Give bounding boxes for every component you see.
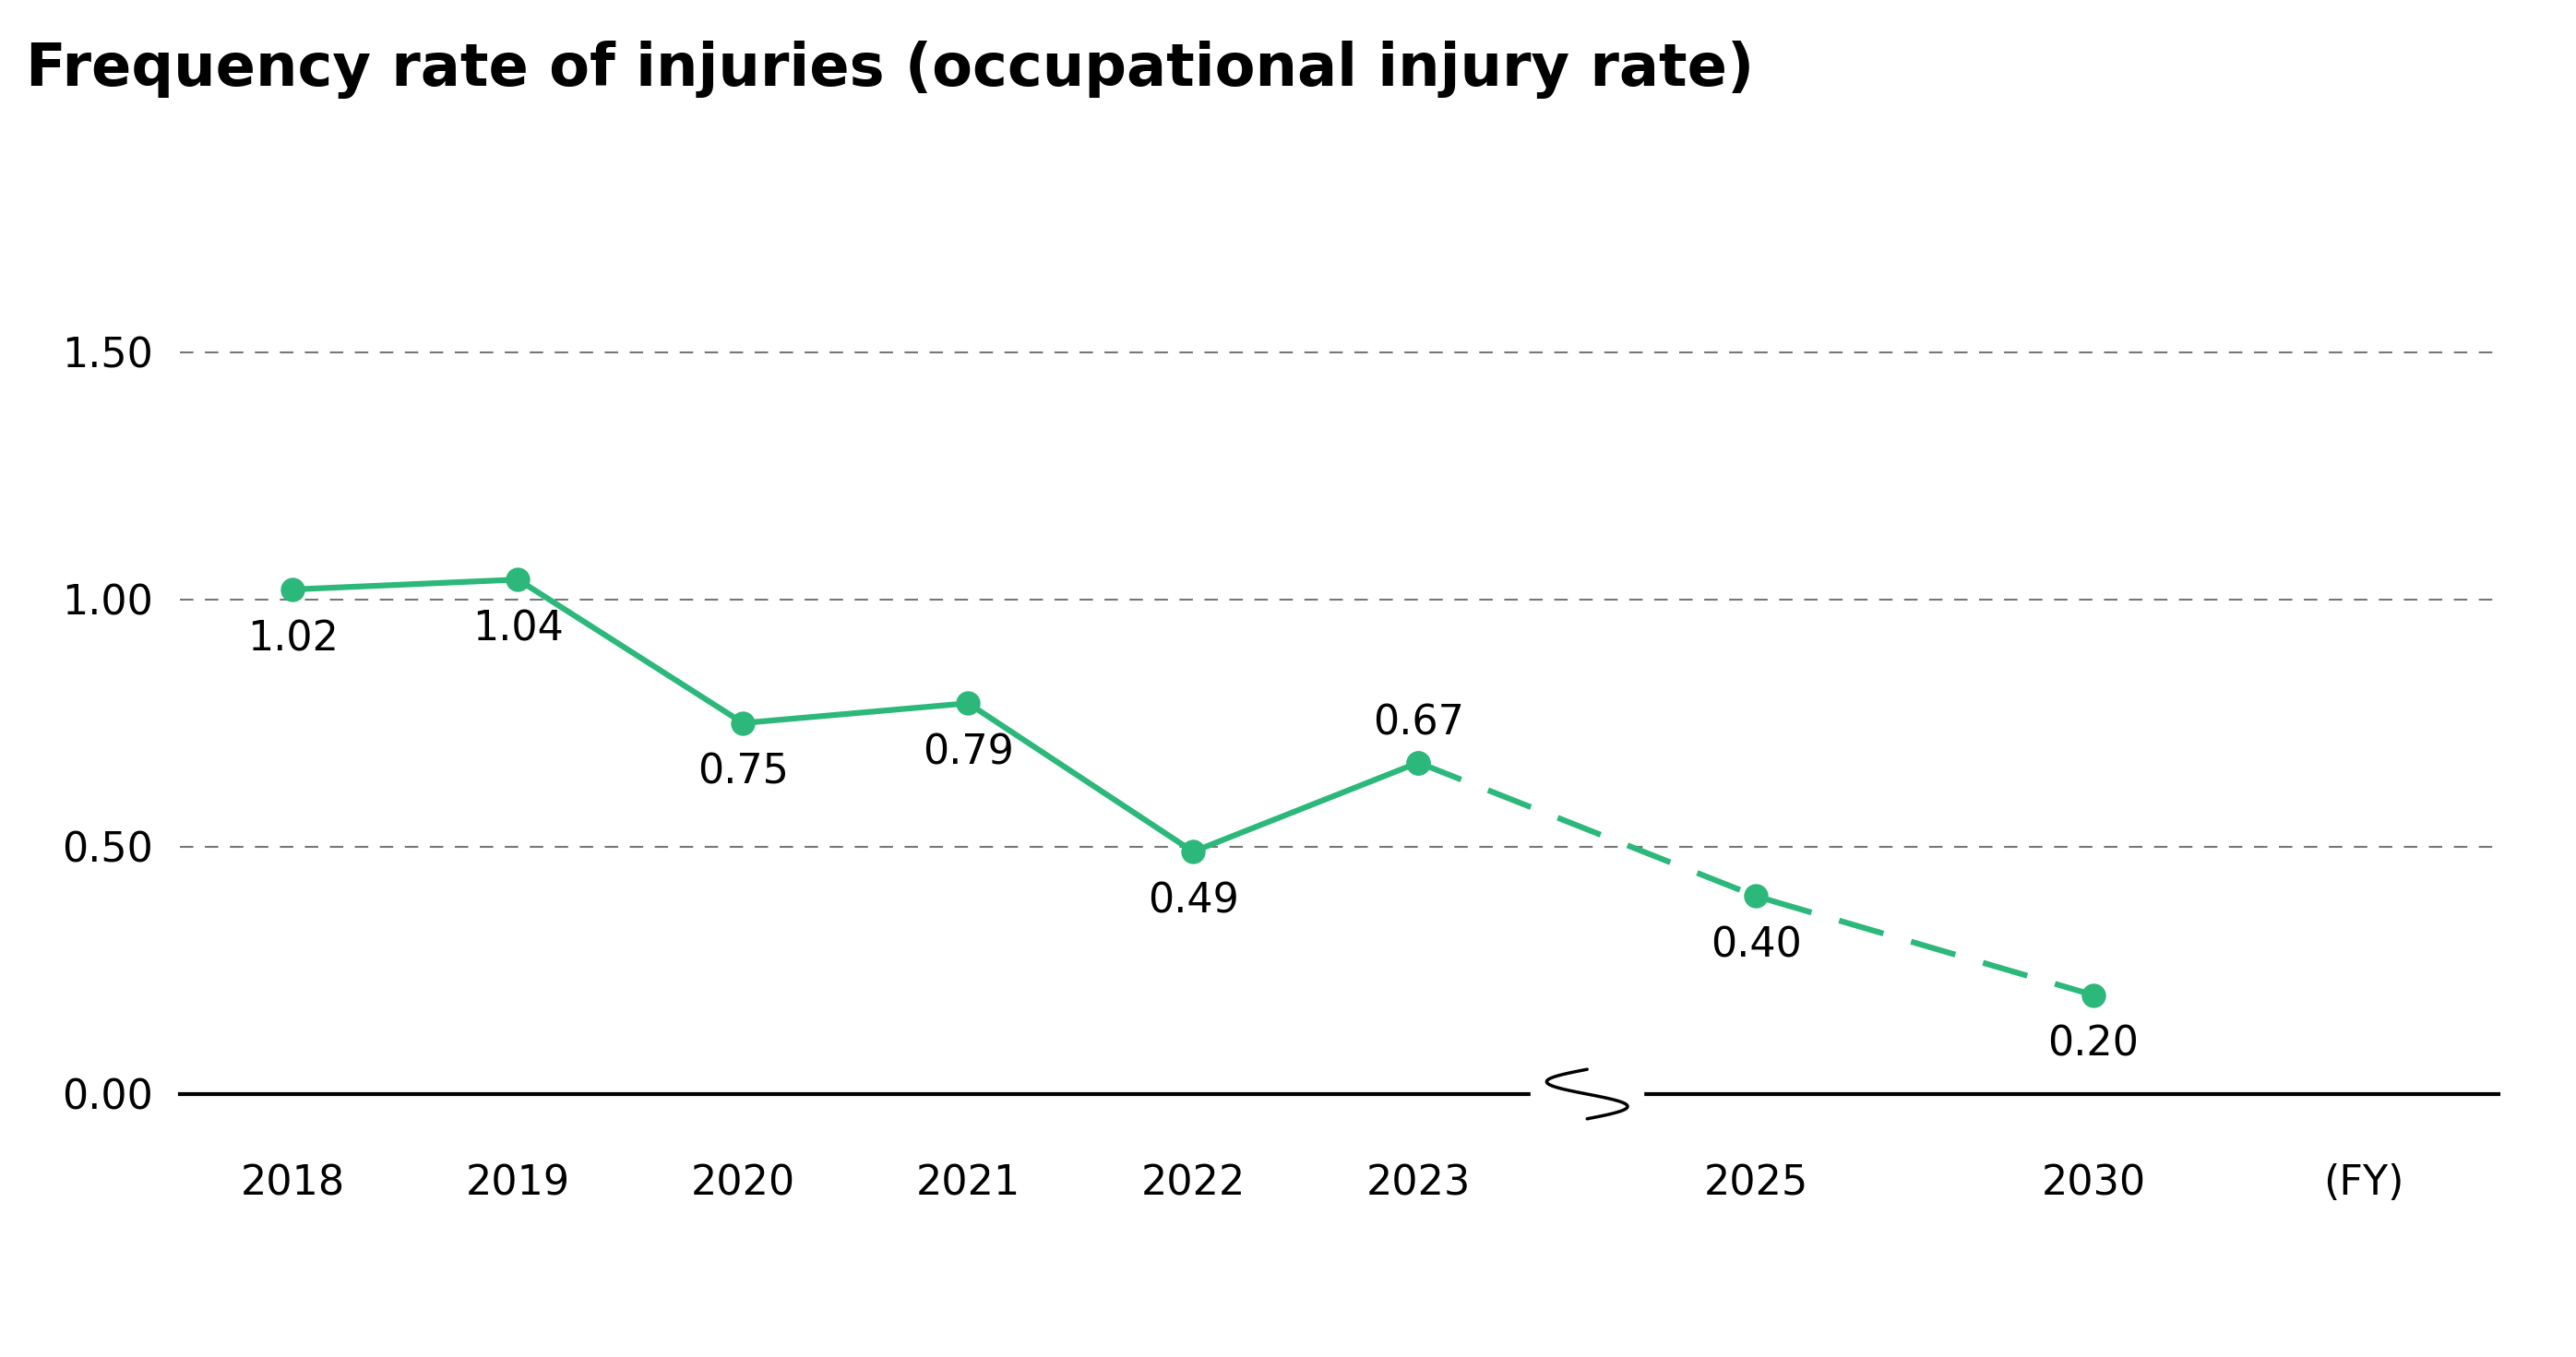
Text: 0.40: 0.40 (1710, 925, 1801, 966)
Text: 2025: 2025 (1703, 1163, 1808, 1204)
Text: Frequency rate of injuries (occupational injury rate): Frequency rate of injuries (occupational… (26, 41, 1754, 99)
Text: 2020: 2020 (690, 1163, 796, 1204)
Text: 2021: 2021 (917, 1163, 1020, 1204)
Text: 0.75: 0.75 (698, 753, 788, 792)
Text: 2023: 2023 (1365, 1163, 1471, 1204)
Text: 0.67: 0.67 (1373, 703, 1463, 742)
Text: 2019: 2019 (466, 1163, 569, 1204)
Text: 2018: 2018 (240, 1163, 345, 1204)
Text: 2030: 2030 (2040, 1163, 2146, 1204)
Text: 1.04: 1.04 (471, 609, 564, 649)
Text: 2022: 2022 (1141, 1163, 1247, 1204)
Text: 0.20: 0.20 (2048, 1025, 2138, 1064)
Text: 1.02: 1.02 (247, 619, 337, 658)
Text: 0.49: 0.49 (1146, 881, 1239, 921)
Text: 0.79: 0.79 (922, 733, 1015, 772)
Text: (FY): (FY) (2324, 1163, 2403, 1204)
